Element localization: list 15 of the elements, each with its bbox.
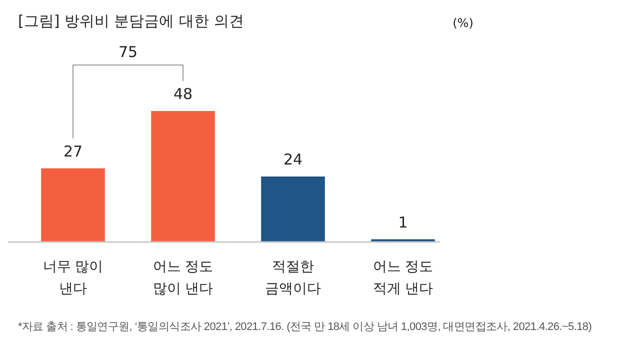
data-label: 27: [63, 142, 83, 160]
data-label: 24: [283, 150, 303, 168]
chart-title: [그림] 방위비 분담금에 대한 의견: [18, 12, 244, 30]
bar: [41, 168, 105, 242]
text: (%): [452, 16, 474, 30]
text: *자료 출처 : 통일연구원, ‘통일의식조사 2021’, 2021.7.16. (전국 만 18세 이상 남녀 1,003명, 대면면접조사, 2021.4.26.~5.18): [18, 321, 592, 333]
text: 75: [118, 43, 138, 61]
x-tick-label: 적절한 금액이다: [265, 259, 321, 297]
data-label: 48: [173, 85, 193, 103]
x-tick-label: 너무 많이 낸다: [42, 259, 104, 297]
bar: [261, 176, 325, 242]
x-tick-label: 어느 정도 적게 낸다: [372, 259, 434, 297]
bar: [151, 111, 215, 242]
x-tick-label: 어느 정도 많이 낸다: [152, 259, 214, 297]
data-label: 1: [398, 213, 408, 232]
